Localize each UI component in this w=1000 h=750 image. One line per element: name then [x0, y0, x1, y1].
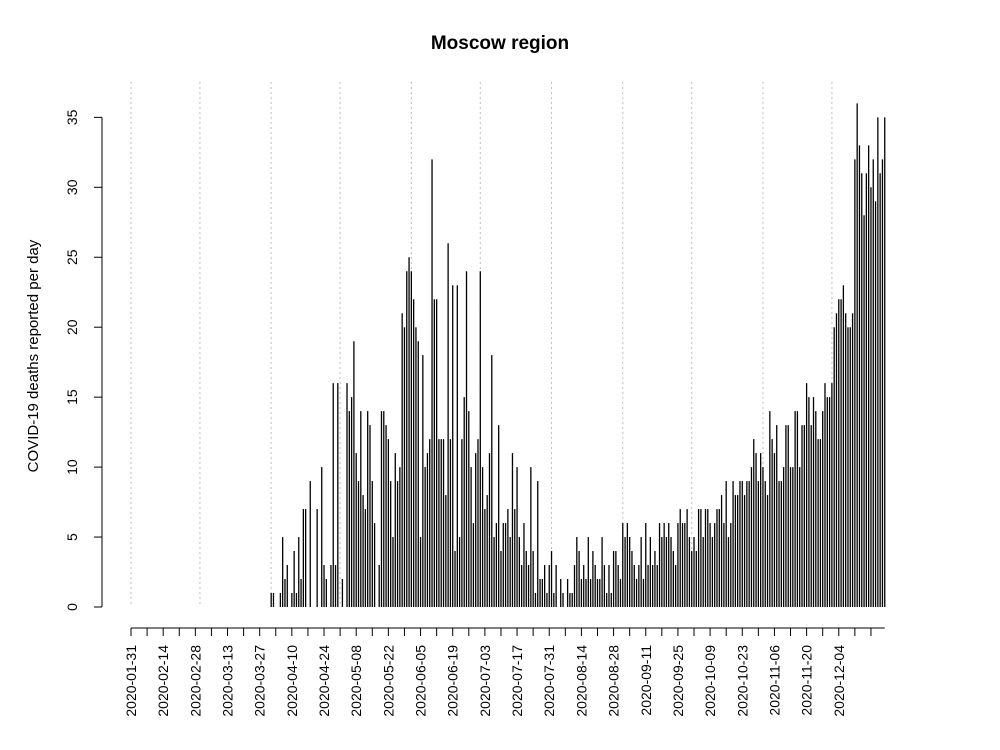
- y-axis: 0 5 10 15 20 25 30 35: [64, 109, 103, 611]
- y-axis-label: COVID-19 deaths reported per day: [25, 239, 42, 472]
- x-tick-label: 2020-10-09: [702, 645, 718, 717]
- x-tick-label: 2020-09-25: [670, 645, 686, 717]
- x-tick-label: 2020-09-11: [638, 645, 654, 716]
- y-tick-label: 30: [64, 179, 80, 195]
- y-tick-label: 25: [64, 249, 80, 265]
- x-tick-label: 2020-11-06: [766, 645, 782, 716]
- x-tick-label: 2020-06-19: [445, 645, 461, 717]
- x-tick-label: 2020-05-08: [348, 645, 364, 717]
- x-tick-label: 2020-10-23: [734, 645, 750, 717]
- x-tick-label: 2020-07-31: [541, 645, 557, 717]
- x-tick-label: 2020-04-10: [284, 645, 300, 717]
- y-tick-label: 5: [64, 533, 80, 541]
- x-tick-label: 2020-08-14: [573, 645, 589, 717]
- x-tick-label: 2020-05-22: [380, 645, 396, 717]
- x-tick-label: 2020-03-27: [252, 645, 268, 717]
- x-tick-label: 2020-07-17: [509, 645, 525, 717]
- y-tick-label: 0: [64, 603, 80, 611]
- x-tick-label: 2020-03-13: [220, 645, 236, 717]
- x-tick-label: 2020-08-28: [606, 645, 622, 717]
- x-tick-label: 2020-12-04: [831, 645, 847, 717]
- x-axis: 2020-01-31 2020-02-14 2020-02-28 2020-03-13…: [123, 627, 885, 717]
- y-tick-label: 35: [64, 109, 80, 125]
- x-tick-label: 2020-04-24: [316, 645, 332, 717]
- x-tick-label: 2020-06-05: [413, 645, 429, 717]
- x-tick-label: 2020-07-03: [477, 645, 493, 717]
- y-tick-label: 10: [64, 459, 80, 475]
- chart-title: Moscow region: [431, 33, 569, 54]
- y-tick-label: 15: [64, 389, 80, 405]
- y-tick-label: 20: [64, 319, 80, 335]
- x-tick-label: 2020-02-14: [155, 645, 171, 717]
- x-tick-label: 2020-01-31: [123, 645, 139, 717]
- x-tick-label: 2020-02-28: [187, 645, 203, 717]
- x-tick-label: 2020-11-20: [799, 645, 815, 716]
- bars: [270, 103, 886, 607]
